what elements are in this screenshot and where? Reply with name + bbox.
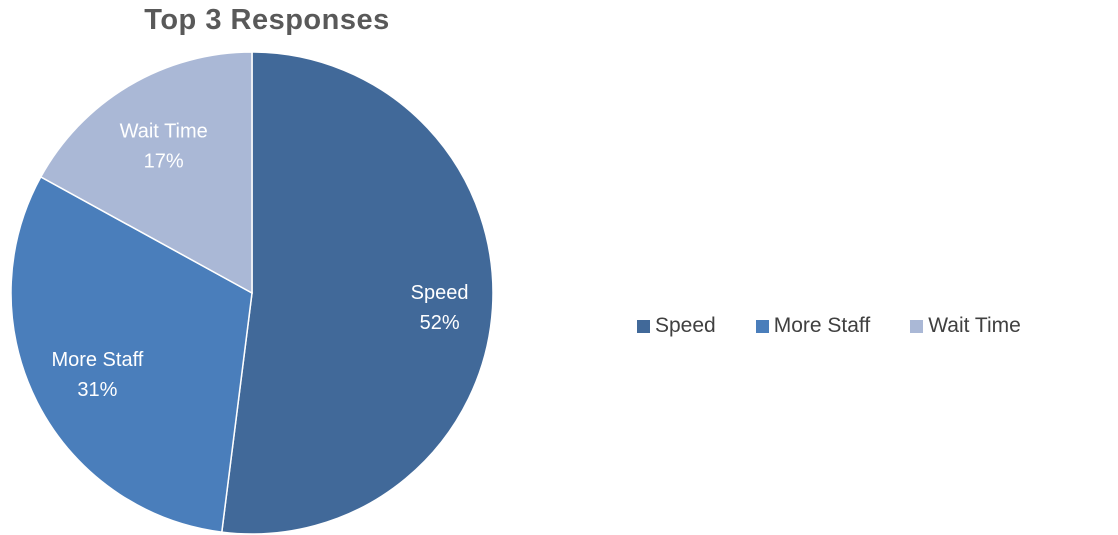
pie-slices	[10, 51, 494, 535]
legend-swatch-speed	[637, 319, 650, 333]
legend-item-speed: Speed	[637, 314, 716, 338]
slice-value-more-staff: 31%	[77, 379, 117, 401]
chart-title: Top 3 Responses	[144, 4, 390, 36]
legend-label-more-staff: More Staff	[773, 314, 871, 337]
slice-value-speed: 52%	[420, 312, 460, 334]
pie-labels: Speed 52% More Staff 31% Wait Time 17%	[51, 121, 468, 401]
legend-label-wait-time: Wait Time	[928, 314, 1021, 337]
slice-label-speed: Speed	[411, 282, 469, 304]
legend-swatch-more-staff	[755, 319, 769, 333]
legend: Speed More Staff Wait Time	[637, 314, 1021, 338]
pie-slice-speed	[220, 51, 494, 535]
slice-value-wait-time: 17%	[144, 151, 184, 173]
pie-slice-wait-time	[39, 51, 253, 295]
legend-label-speed: Speed	[655, 314, 716, 337]
pie-slice-more-staff	[10, 175, 253, 533]
legend-item-more-staff: More Staff	[755, 314, 871, 338]
slice-label-wait-time: Wait Time	[120, 121, 208, 143]
legend-swatch-wait-time	[910, 319, 924, 333]
pie-chart: Speed 52% More Staff 31% Wait Time 17%	[10, 51, 494, 535]
legend-item-wait-time: Wait Time	[910, 314, 1021, 338]
slice-label-more-staff: More Staff	[51, 349, 143, 371]
